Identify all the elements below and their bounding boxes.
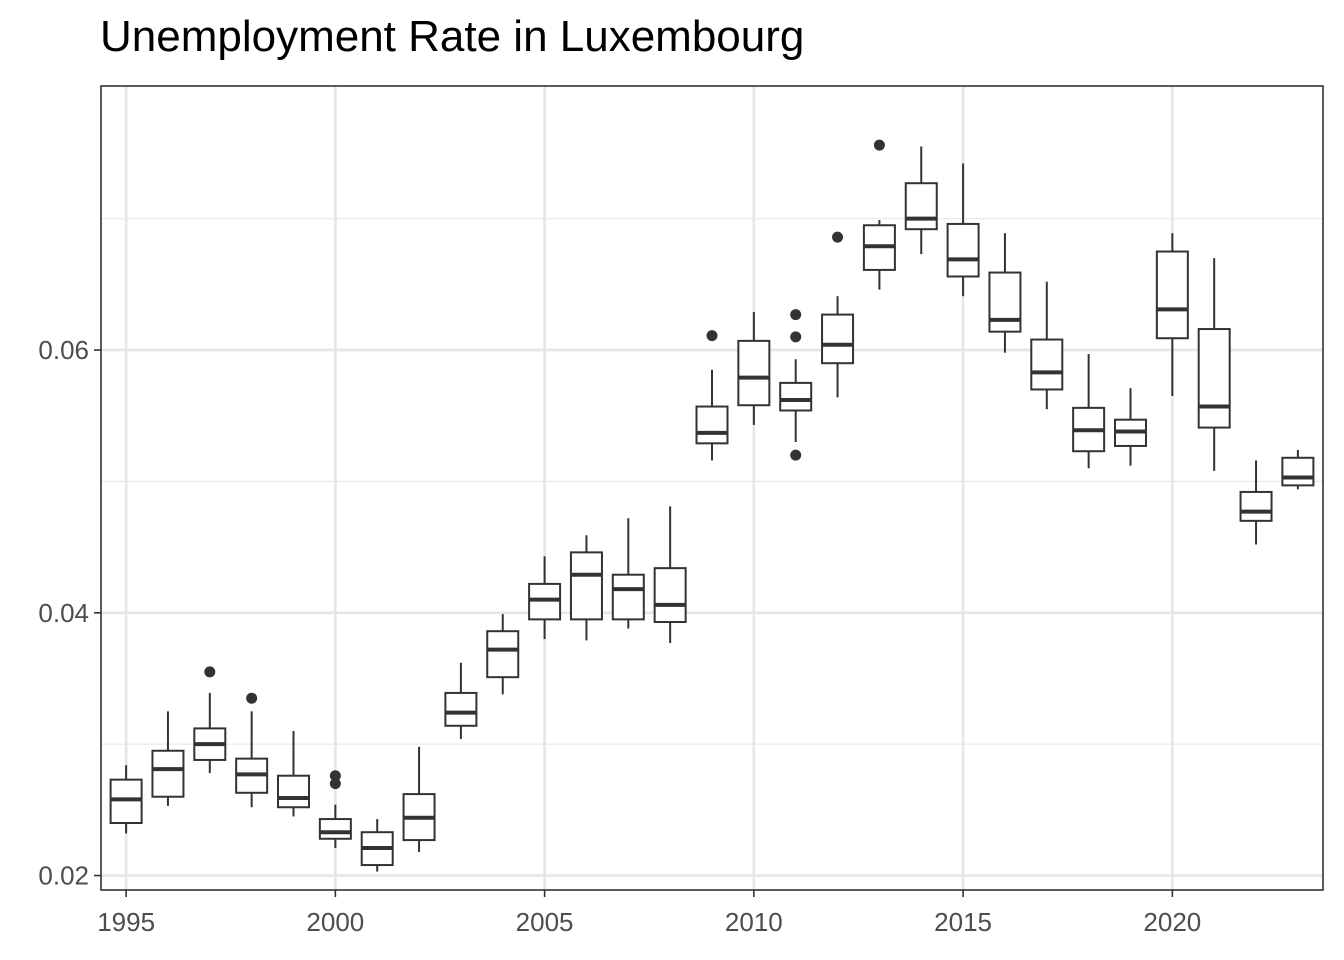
box-2012	[821, 231, 855, 398]
box-2011	[779, 309, 813, 461]
box-iqr	[569, 551, 603, 621]
box-iqr	[277, 774, 311, 809]
outlier-point	[706, 330, 718, 342]
box-iqr	[444, 691, 478, 727]
box-iqr	[1155, 250, 1189, 340]
box-2007	[611, 518, 645, 629]
x-tick-label: 2000	[306, 907, 364, 937]
y-tick-label: 0.06	[38, 335, 89, 365]
box-2009	[695, 330, 729, 461]
x-tick-label: 2010	[725, 907, 783, 937]
box-2023	[1281, 449, 1315, 490]
box-2003	[444, 662, 478, 739]
x-tick-label: 2005	[516, 907, 574, 937]
box-iqr	[1239, 490, 1273, 522]
x-tick-label: 2015	[934, 907, 992, 937]
box-2001	[360, 819, 394, 872]
box-2022	[1239, 460, 1273, 545]
chart-title: Unemployment Rate in Luxembourg	[100, 12, 805, 61]
outlier-point	[246, 692, 258, 704]
box-2015	[946, 163, 980, 297]
box-1996	[151, 711, 185, 806]
box-2017	[1030, 281, 1064, 410]
box-layer	[109, 139, 1315, 872]
box-2013	[862, 139, 896, 290]
box-iqr	[1030, 338, 1064, 391]
box-2000	[318, 770, 352, 848]
box-2020	[1155, 233, 1189, 397]
box-2014	[904, 146, 938, 255]
box-iqr	[318, 818, 352, 840]
box-iqr	[653, 567, 687, 624]
box-iqr	[151, 749, 185, 798]
x-tick-label: 1995	[97, 907, 155, 937]
outlier-point	[790, 309, 802, 321]
axis-layer: 1995 2000 2005 2010 2015 2020 0.02 0.04 0.06	[38, 335, 1201, 937]
outlier-point	[790, 449, 802, 461]
box-2010	[737, 311, 771, 425]
box-iqr	[988, 271, 1022, 333]
box-2019	[1113, 388, 1147, 466]
box-iqr	[904, 182, 938, 231]
box-iqr	[1197, 328, 1231, 429]
y-tick-label: 0.04	[38, 598, 89, 628]
y-tick-label: 0.02	[38, 861, 89, 891]
box-iqr	[821, 313, 855, 365]
box-1999	[277, 731, 311, 817]
box-2002	[402, 746, 436, 852]
box-2018	[1072, 354, 1106, 469]
box-iqr	[695, 405, 729, 445]
box-iqr	[779, 381, 813, 412]
box-1997	[193, 666, 227, 774]
box-iqr	[1281, 456, 1315, 487]
outlier-point	[832, 231, 844, 243]
plot-frame	[100, 85, 1324, 891]
box-2005	[528, 556, 562, 640]
box-2008	[653, 506, 687, 644]
outlier-point	[790, 331, 802, 343]
outlier-point	[329, 778, 341, 790]
box-iqr	[737, 339, 771, 407]
box-1998	[235, 692, 269, 808]
box-2004	[486, 614, 520, 695]
box-1995	[109, 765, 143, 834]
outlier-point	[329, 770, 341, 782]
outlier-point	[204, 666, 216, 678]
x-tick-label: 2020	[1143, 907, 1201, 937]
box-2006	[569, 535, 603, 641]
box-iqr	[946, 222, 980, 278]
box-2021	[1197, 258, 1231, 471]
outlier-point	[873, 139, 885, 151]
box-iqr	[486, 630, 520, 679]
box-iqr	[611, 573, 645, 621]
box-2016	[988, 233, 1022, 353]
grid-layer	[101, 86, 1323, 890]
